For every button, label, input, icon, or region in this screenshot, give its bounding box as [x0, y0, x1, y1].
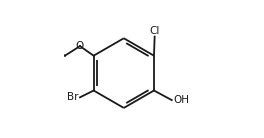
Text: O: O: [76, 41, 84, 51]
Text: OH: OH: [173, 95, 189, 105]
Text: Br: Br: [67, 92, 79, 102]
Text: Cl: Cl: [149, 26, 160, 36]
